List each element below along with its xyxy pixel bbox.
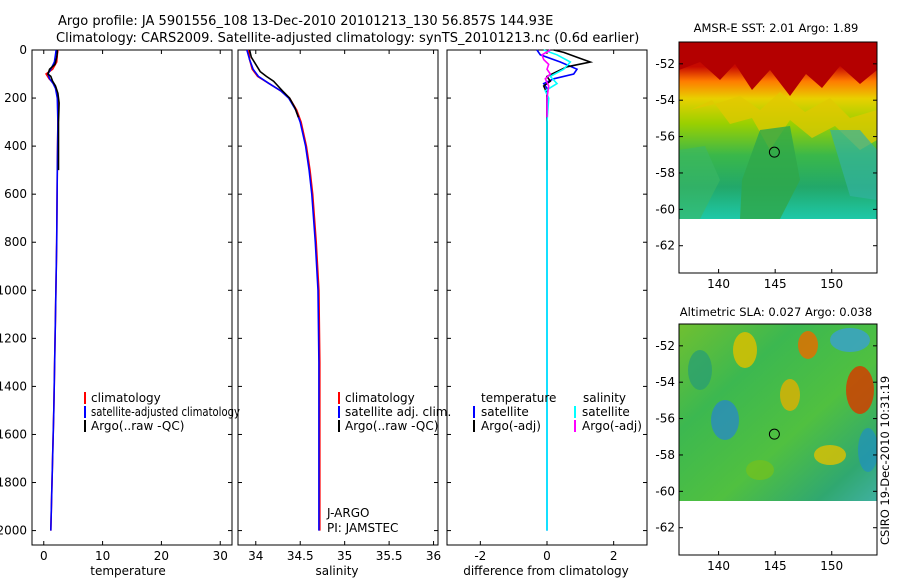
salinity-axis-label: salinity: [315, 564, 358, 578]
figure-title-line1: Argo profile: JA 5901556_108 13-Dec-2010…: [58, 14, 553, 29]
x-tick-label: 20: [154, 549, 169, 563]
series-line-temperature-satellite: [536, 49, 579, 531]
series-line-salinity-argo-adj: [541, 49, 552, 118]
lon-tick-label: 150: [820, 277, 843, 291]
difference-series: [536, 49, 594, 531]
lon-tick-label: 145: [764, 559, 787, 573]
lat-tick-label: -52: [655, 339, 675, 353]
x-tick-label: 0: [40, 549, 48, 563]
float-pi-annotation: PI: JAMSTEC: [327, 521, 398, 535]
depth-tick-label: 2000: [0, 524, 27, 538]
difference-axis-label: difference from climatology: [463, 564, 629, 578]
temperature-x-ticks: 0 10 20 30: [40, 50, 228, 563]
x-tick-label: 34: [248, 549, 263, 563]
legend-title-salinity: salinity: [583, 391, 626, 405]
series-line-satellite-adj-clim: [246, 49, 320, 531]
salinity-legend: climatology satellite adj. clim. Argo(..…: [326, 391, 451, 535]
depth-tick-label: 0: [19, 43, 27, 57]
depth-tick-label: 1000: [0, 283, 27, 297]
lon-tick-label: 140: [707, 559, 730, 573]
difference-legend: temperature salinity satellite Argo(-adj…: [473, 391, 642, 433]
x-tick-label: 30: [213, 549, 228, 563]
series-line-satellite-adjusted-climatology: [47, 49, 59, 531]
series-line-temperature-argo-adj: [542, 49, 594, 171]
legend-label-argo: Argo(..raw -QC): [91, 419, 184, 433]
sst-float-position-marker: [768, 146, 780, 158]
depth-tick-label: 1400: [0, 379, 27, 393]
temperature-series: [45, 49, 60, 531]
legend-label-satellite-adjusted: satellite-adjusted climatology: [91, 405, 240, 419]
lat-tick-label: -54: [655, 93, 675, 107]
salinity-x-ticks: 34 34.5 35 35.5 36: [248, 50, 441, 563]
lon-tick-label: 145: [764, 277, 787, 291]
legend-label-sal-argo: Argo(-adj): [582, 419, 642, 433]
salinity-series: [246, 49, 321, 531]
legend-label-temp-argo: Argo(-adj): [481, 419, 541, 433]
difference-x-ticks: -2 0 2: [474, 50, 617, 563]
series-line-climatology: [247, 49, 321, 531]
lon-tick-label: 150: [820, 559, 843, 573]
depth-tick-label: 600: [4, 187, 27, 201]
x-tick-label: 10: [95, 549, 110, 563]
legend-label-satellite-adj: satellite adj. clim.: [345, 405, 451, 419]
depth-tick-label: 800: [4, 235, 27, 249]
series-line-argo-raw-qc: [248, 49, 300, 118]
depth-tick-label: 400: [4, 139, 27, 153]
x-tick-label: 2: [610, 549, 618, 563]
salinity-plot-frame: [237, 49, 439, 546]
temperature-legend: climatology satellite-adjusted climatolo…: [84, 391, 240, 433]
sla-float-position-marker: [768, 428, 780, 440]
csiro-timestamp: CSIRO 19-Dec-2010 10:31:19: [878, 376, 892, 545]
legend-label-sal-satellite: satellite: [582, 405, 630, 419]
lon-tick-label: 140: [707, 277, 730, 291]
legend-label-temp-satellite: satellite: [481, 405, 529, 419]
temperature-axis-label: temperature: [90, 564, 165, 578]
lat-tick-label: -62: [655, 239, 675, 253]
lat-tick-label: -54: [655, 375, 675, 389]
lat-tick-label: -60: [655, 202, 675, 216]
x-tick-label: 35: [337, 549, 352, 563]
legend-title-temperature: temperature: [481, 391, 556, 405]
sst-map-frame: [678, 41, 878, 274]
sst-map-title: AMSR-E SST: 2.01 Argo: 1.89: [694, 21, 859, 35]
temperature-plot-frame: [31, 49, 233, 546]
lat-tick-label: -62: [655, 521, 675, 535]
float-program-annotation: J-ARGO: [326, 506, 369, 520]
lat-tick-label: -56: [655, 130, 675, 144]
sst-map-image: [679, 42, 877, 219]
x-tick-label: -2: [474, 549, 486, 563]
sst-map-ticks: -52 -54 -56 -58 -60 -62 140 145 150: [655, 57, 877, 291]
sla-map-frame: [678, 323, 878, 556]
lat-tick-label: -58: [655, 448, 675, 462]
x-tick-label: 35.5: [376, 549, 403, 563]
series-line-argo-raw-qc: [46, 50, 60, 171]
figure-title-line2: Climatology: CARS2009. Satellite-adjuste…: [56, 31, 639, 46]
depth-axis: 0 200 400 600 800 1000 1200 1400 1600 1800 2000: [0, 43, 647, 538]
sla-map-ticks: -52 -54 -56 -58 -60 -62 140 145 150: [655, 339, 877, 573]
legend-label-climatology: climatology: [345, 391, 415, 405]
lat-tick-label: -58: [655, 166, 675, 180]
depth-tick-label: 1800: [0, 476, 27, 490]
series-line-salinity-satellite: [543, 49, 572, 531]
x-tick-label: 34.5: [287, 549, 314, 563]
legend-label-climatology: climatology: [91, 391, 161, 405]
lat-tick-label: -56: [655, 412, 675, 426]
depth-tick-label: 200: [4, 91, 27, 105]
sla-map-title: Altimetric SLA: 0.027 Argo: 0.038: [680, 305, 872, 319]
depth-tick-label: 1600: [0, 427, 27, 441]
lat-tick-label: -60: [655, 484, 675, 498]
sla-map-image: [679, 324, 877, 501]
legend-label-argo: Argo(..raw -QC): [345, 419, 438, 433]
lat-tick-label: -52: [655, 57, 675, 71]
depth-tick-label: 1200: [0, 331, 27, 345]
x-tick-label: 36: [426, 549, 441, 563]
x-tick-label: 0: [543, 549, 551, 563]
